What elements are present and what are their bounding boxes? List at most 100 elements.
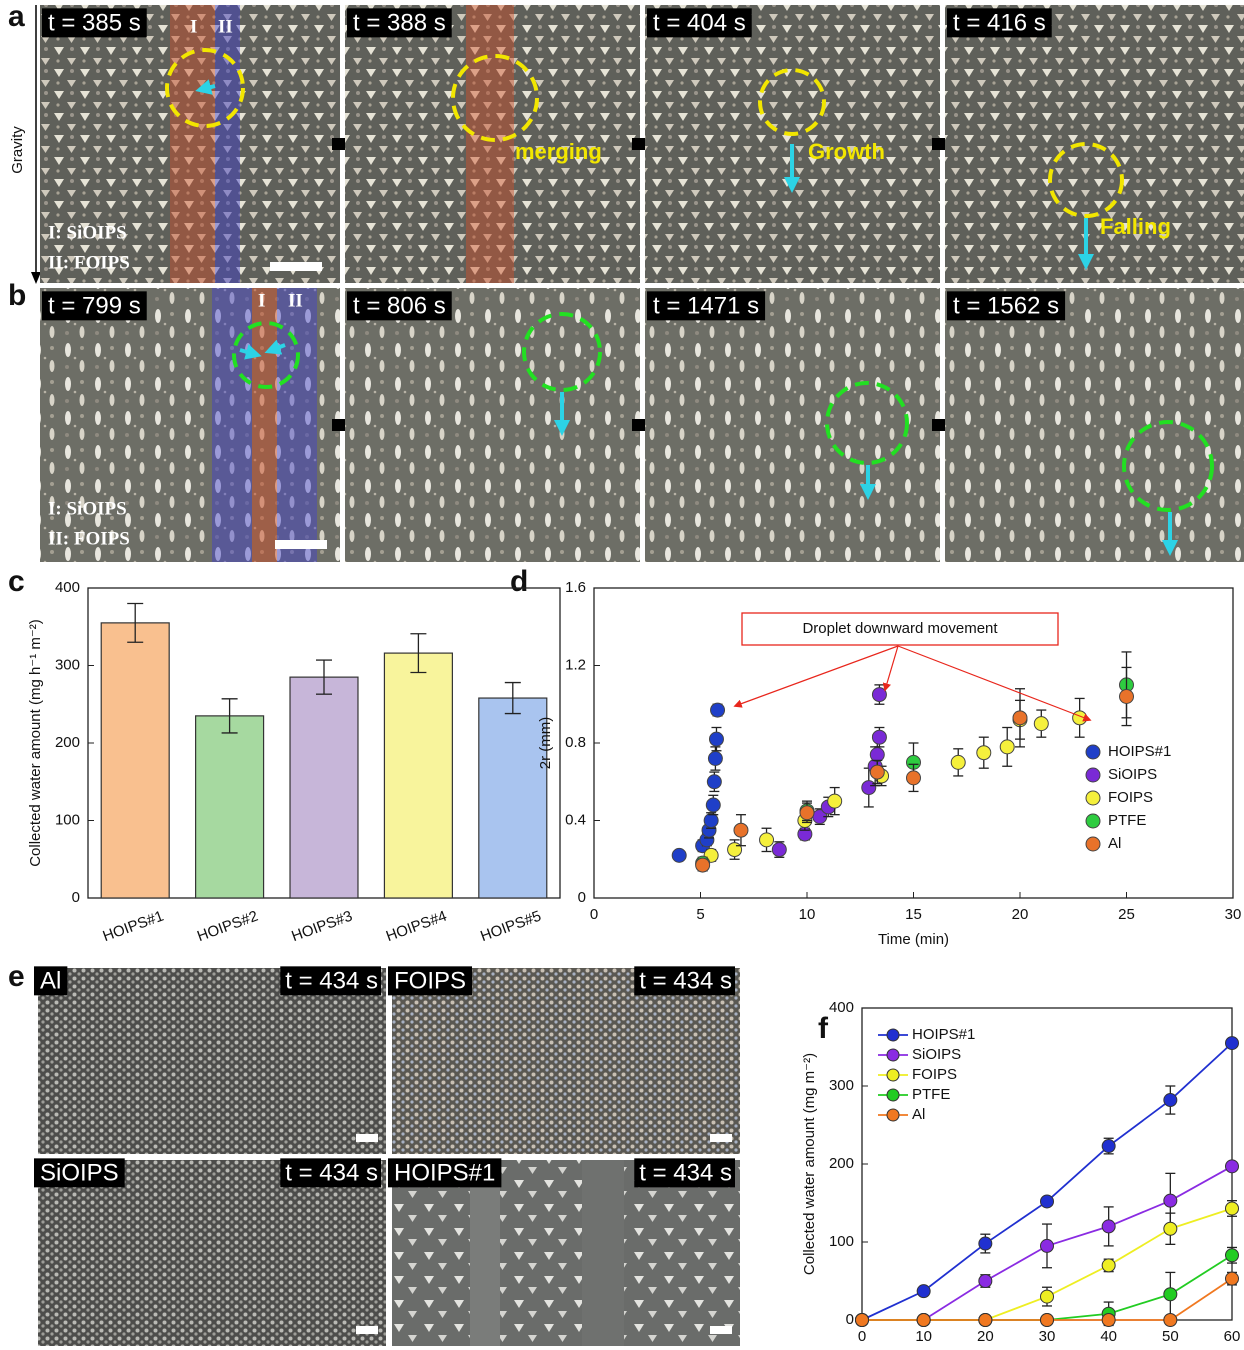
dry-band bbox=[582, 1160, 624, 1346]
x-axis-label: Time (min) bbox=[878, 931, 949, 948]
photo bbox=[38, 968, 386, 1154]
data-point bbox=[671, 847, 687, 863]
data-point bbox=[976, 745, 992, 761]
annotation: Droplet downward movement bbox=[802, 620, 998, 637]
data-point bbox=[871, 687, 887, 703]
material-legend: I: SiOIPS bbox=[48, 498, 127, 519]
highlight-circle bbox=[232, 321, 300, 389]
legend-marker bbox=[886, 1028, 900, 1042]
scale-bar bbox=[275, 540, 327, 549]
stripe-label: I bbox=[258, 290, 265, 311]
time-label: t = 416 s bbox=[953, 9, 1046, 36]
panel-letter: b bbox=[8, 279, 26, 312]
legend-label: FOIPS bbox=[912, 1066, 957, 1083]
material-legend: II: FOIPS bbox=[48, 528, 130, 549]
y-axis-label: Collected water amount (mg m⁻²) bbox=[801, 1053, 818, 1275]
data-point bbox=[978, 1313, 993, 1327]
material-legend: II: FOIPS bbox=[48, 252, 130, 273]
annotation: Falling bbox=[1100, 214, 1171, 239]
x-tick-label: HOIPS#3 bbox=[289, 908, 354, 946]
photo bbox=[945, 288, 1244, 562]
stripe bbox=[252, 288, 277, 562]
stripe-label: II bbox=[218, 16, 233, 37]
stripe bbox=[466, 5, 514, 283]
data-point bbox=[1163, 1221, 1178, 1236]
data-point bbox=[1040, 1194, 1054, 1209]
time-label: t = 434 s bbox=[285, 967, 378, 994]
stripe bbox=[277, 288, 317, 562]
gravity-arrow-head bbox=[31, 272, 41, 284]
cyan-arrow bbox=[239, 344, 262, 360]
panel-letter: f bbox=[818, 1012, 829, 1045]
data-point bbox=[1119, 689, 1134, 704]
photo bbox=[392, 1160, 740, 1346]
scale-bar bbox=[710, 1134, 732, 1142]
legend-marker bbox=[886, 1108, 900, 1122]
bar bbox=[100, 622, 170, 899]
time-label-bg bbox=[280, 1158, 381, 1188]
data-point bbox=[869, 747, 885, 763]
photo bbox=[38, 1160, 386, 1346]
data-point bbox=[733, 822, 749, 838]
series-line bbox=[861, 1042, 1233, 1321]
time-label-bg bbox=[947, 291, 1066, 321]
time-label-bg bbox=[347, 8, 452, 38]
y-axis-label: Collected water amount (mg h⁻¹ m⁻²) bbox=[27, 619, 44, 867]
data-point bbox=[1225, 1271, 1239, 1286]
x-tick-label: 10 bbox=[915, 1328, 932, 1345]
data-point bbox=[799, 805, 815, 821]
legend-label: PTFE bbox=[1108, 812, 1146, 829]
time-label-bg bbox=[42, 8, 147, 38]
time-label-bg bbox=[280, 966, 381, 996]
time-label-bg bbox=[347, 291, 452, 321]
scale-bar bbox=[356, 1134, 378, 1142]
data-point bbox=[855, 1313, 869, 1327]
data-point bbox=[1012, 710, 1028, 726]
data-point bbox=[1040, 1289, 1054, 1304]
time-label: t = 434 s bbox=[639, 1159, 732, 1186]
x-tick-label: 20 bbox=[977, 1328, 994, 1345]
legend-marker bbox=[1085, 790, 1101, 806]
x-tick-label: 40 bbox=[1100, 1328, 1117, 1345]
time-label-bg bbox=[388, 1158, 502, 1188]
y-tick-label: 0 bbox=[72, 889, 80, 906]
legend-marker bbox=[886, 1048, 900, 1062]
photo bbox=[392, 968, 740, 1154]
highlight-circle bbox=[758, 68, 826, 136]
cyan-arrow bbox=[195, 79, 216, 95]
x-tick-label: 25 bbox=[1118, 906, 1135, 923]
time-label: t = 404 s bbox=[653, 9, 746, 36]
y-tick-label: 200 bbox=[829, 1155, 854, 1172]
y-axis-label: 2r (mm) bbox=[537, 717, 554, 770]
data-point bbox=[1101, 1313, 1116, 1327]
time-label-bg bbox=[388, 966, 473, 996]
highlight-circle bbox=[165, 48, 245, 128]
x-tick-label: 60 bbox=[1224, 1328, 1241, 1345]
dry-band bbox=[470, 1160, 500, 1346]
y-tick-label: 400 bbox=[829, 999, 854, 1016]
bar bbox=[195, 715, 265, 899]
legend-marker bbox=[886, 1088, 900, 1102]
y-tick-label: 200 bbox=[55, 734, 80, 751]
data-point bbox=[1101, 1258, 1116, 1273]
data-point bbox=[1163, 1193, 1178, 1208]
bar bbox=[478, 697, 548, 899]
data-point bbox=[827, 793, 843, 809]
data-point bbox=[1225, 1159, 1239, 1174]
time-label-bg bbox=[647, 8, 752, 38]
legend-label: SiOIPS bbox=[1108, 766, 1157, 783]
y-tick-label: 1.2 bbox=[565, 656, 586, 673]
data-point bbox=[1163, 1093, 1178, 1108]
annotation-arrow bbox=[897, 645, 1092, 722]
y-tick-label: 300 bbox=[829, 1077, 854, 1094]
cyan-arrow bbox=[264, 339, 286, 355]
bar bbox=[383, 652, 453, 899]
time-label: t = 799 s bbox=[48, 292, 141, 319]
x-tick-label: 50 bbox=[1162, 1328, 1179, 1345]
legend-label: Al bbox=[912, 1106, 925, 1123]
time-label: Al bbox=[40, 967, 61, 994]
x-tick-label: 10 bbox=[799, 906, 816, 923]
gravity-label: Gravity bbox=[9, 126, 26, 174]
bar bbox=[289, 676, 359, 899]
